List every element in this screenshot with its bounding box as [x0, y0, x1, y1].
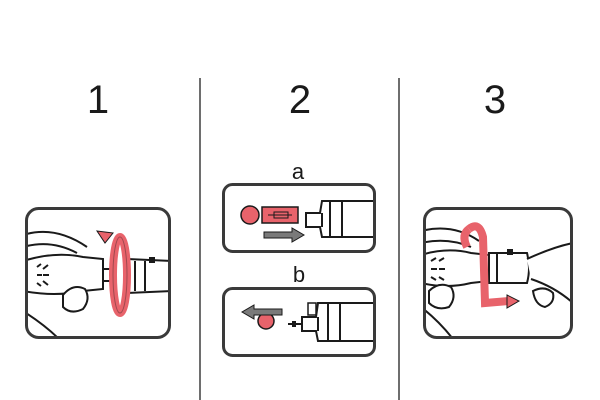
twist-cap-on-icon: [423, 207, 573, 339]
substep-label-b: b: [292, 262, 306, 287]
step-2a-illustration: [222, 183, 376, 253]
step-number-3: 3: [483, 78, 507, 122]
remove-needle-icon: [222, 287, 376, 357]
step-number-1: 1: [86, 78, 110, 122]
twist-cap-off-icon: [25, 207, 171, 339]
step-1-illustration: [25, 207, 171, 339]
step-3-illustration: [423, 207, 573, 339]
column-divider-left: [199, 78, 201, 400]
column-divider-right: [398, 78, 400, 400]
step-2b-illustration: [222, 287, 376, 357]
substep-label-a: a: [291, 159, 305, 184]
attach-needle-icon: [222, 183, 376, 253]
step-number-2: 2: [288, 78, 312, 122]
